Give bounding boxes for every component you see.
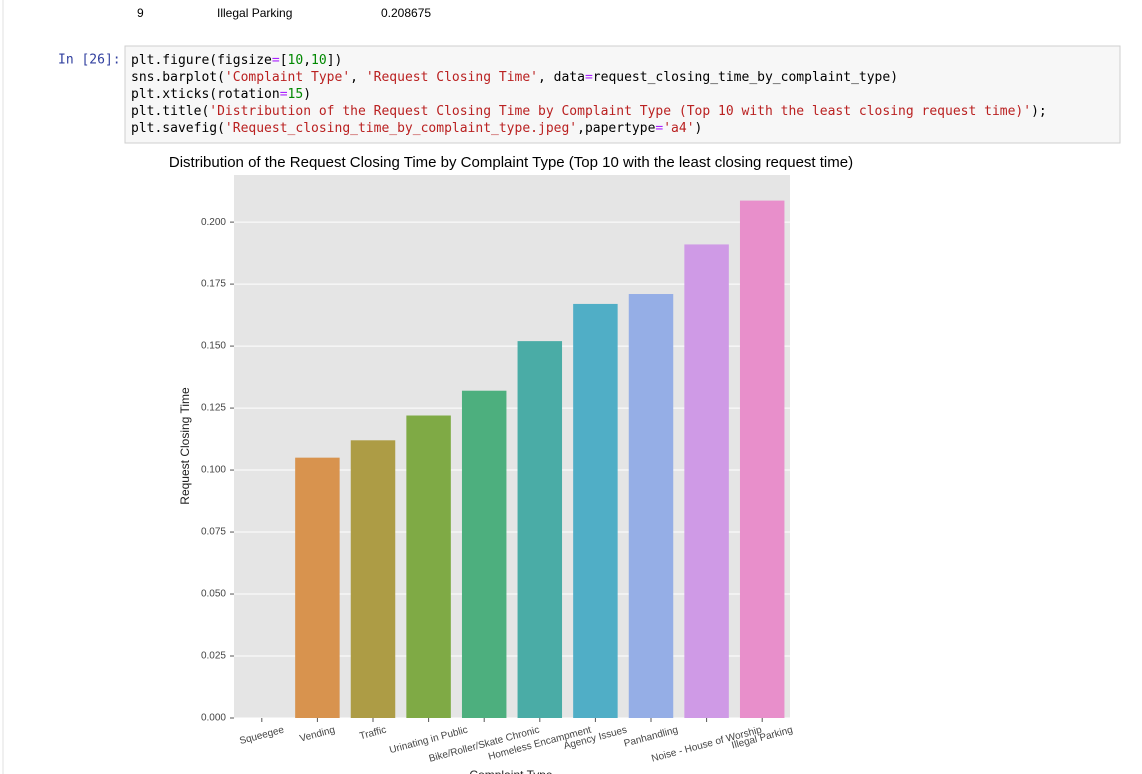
x-axis-label: Complaint Type [469, 768, 552, 774]
code-token: , [350, 70, 366, 85]
code-token: [ [280, 53, 288, 68]
code-token: plt.figure(figsize [131, 53, 272, 68]
y-tick-label: 0.125 [201, 403, 226, 414]
code-token: 'Complaint Type' [225, 70, 350, 85]
code-token: request_closing_time_by_complaint_type) [593, 70, 898, 85]
code-token: plt.savefig( [131, 121, 225, 136]
code-line: sns.barplot('Complaint Type', 'Request C… [131, 70, 898, 85]
code-token: 10 [288, 53, 304, 68]
code-token: ,papertype [577, 121, 655, 136]
code-token: ); [1031, 104, 1047, 119]
code-token: ]) [327, 53, 343, 68]
code-token: = [280, 87, 288, 102]
y-tick-label: 0.175 [201, 279, 226, 290]
code-token: ) [303, 87, 311, 102]
code-token: = [655, 121, 663, 136]
y-tick-label: 0.075 [201, 527, 226, 538]
code-token: 'a4' [663, 121, 694, 136]
x-tick-label: Panhandling [623, 725, 680, 750]
y-tick-label: 0.100 [201, 465, 226, 476]
code-cell[interactable] [124, 45, 1121, 144]
bar [684, 244, 729, 718]
code-token: , data [538, 70, 585, 85]
code-line: plt.title('Distribution of the Request C… [131, 104, 1047, 119]
code-token: = [272, 53, 280, 68]
y-tick-label: 0.150 [201, 341, 226, 352]
code-token: = [585, 70, 593, 85]
y-axis-label: Request Closing Time [178, 387, 192, 505]
code-token: sns.barplot( [131, 70, 225, 85]
bar [406, 415, 451, 718]
bar [739, 200, 785, 718]
code-line: plt.savefig('Request_closing_time_by_com… [131, 121, 702, 136]
table-cell: Illegal Parking [217, 6, 292, 20]
code-token: , [303, 53, 311, 68]
x-tick-label: Vending [299, 725, 337, 745]
table-cell: 0.208675 [381, 6, 431, 20]
x-tick-label: Squeegee [238, 725, 285, 748]
y-tick-label: 0.200 [201, 217, 226, 228]
cell-prompt: In [26]: [58, 53, 121, 68]
y-tick-label: 0.050 [201, 589, 226, 600]
bar [295, 457, 340, 718]
bar [628, 294, 674, 718]
code-line: plt.figure(figsize=[10,10]) [131, 53, 342, 68]
bar [461, 390, 507, 718]
x-tick-label: Illegal Parking [730, 725, 794, 752]
code-token: 'Request_closing_time_by_complaint_type.… [225, 121, 577, 136]
chart-title: Distribution of the Request Closing Time… [169, 154, 853, 171]
code-token: 'Distribution of the Request Closing Tim… [209, 104, 1031, 119]
bar [350, 440, 396, 718]
y-tick-label: 0.025 [201, 651, 226, 662]
code-token: 10 [311, 53, 327, 68]
code-token: plt.xticks(rotation [131, 87, 280, 102]
x-tick-label: Traffic [358, 725, 387, 743]
y-tick-label: 0.000 [201, 713, 226, 724]
table-cell: 9 [137, 6, 144, 20]
code-line: plt.xticks(rotation=15) [131, 87, 311, 102]
code-token: 'Request Closing Time' [366, 70, 538, 85]
code-token: ) [695, 121, 703, 136]
bar [517, 341, 563, 718]
code-token: plt.title( [131, 104, 209, 119]
bar [573, 303, 618, 718]
code-token: 15 [288, 87, 304, 102]
